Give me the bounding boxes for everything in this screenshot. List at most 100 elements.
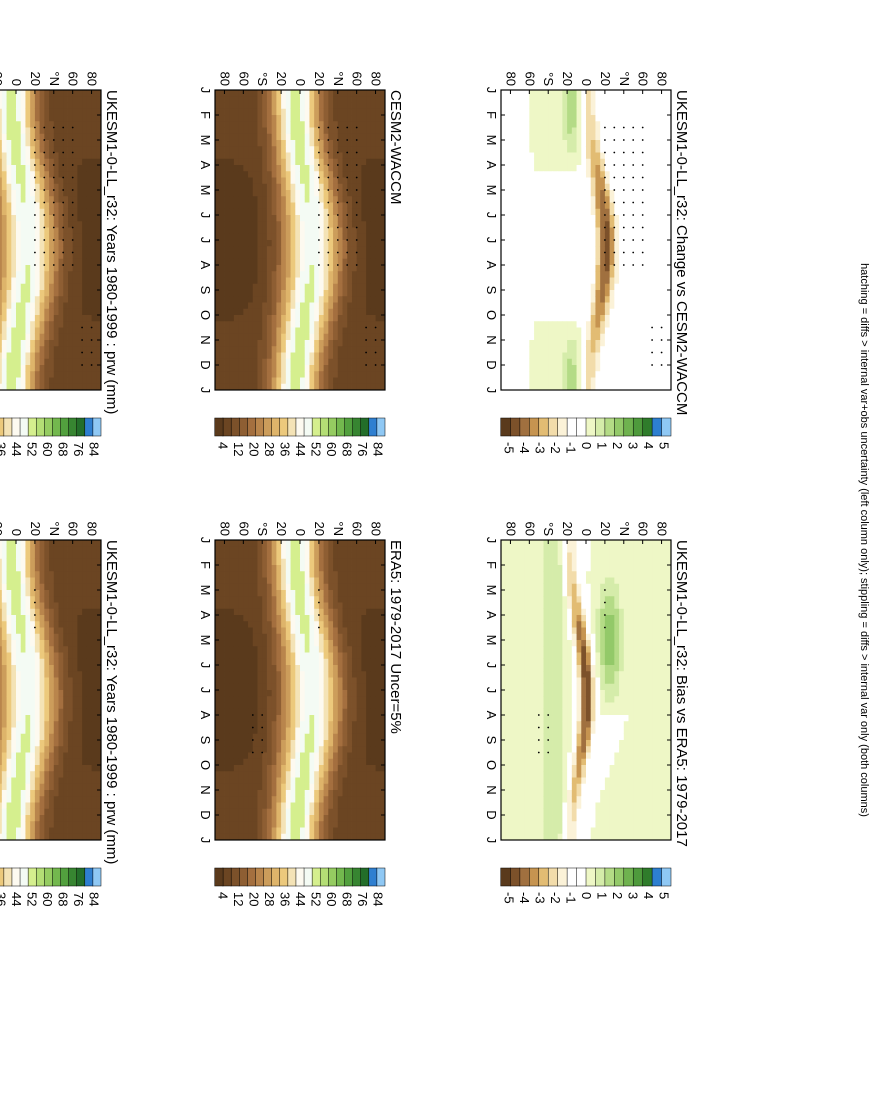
- heatmap-cell: [53, 352, 59, 360]
- stipple-dot: [62, 201, 65, 204]
- heatmap-cell: [0, 233, 2, 241]
- heatmap-cell: [275, 652, 282, 660]
- heatmap-cell: [67, 102, 73, 110]
- heatmap-cell: [34, 383, 40, 391]
- heatmap-cell: [224, 721, 230, 728]
- heatmap-cell: [228, 746, 234, 753]
- heatmap-cell: [91, 346, 97, 353]
- heatmap-cell: [224, 746, 230, 753]
- heatmap-cell: [275, 677, 282, 685]
- heatmap-cell: [351, 627, 357, 635]
- heatmap-cell: [228, 608, 234, 616]
- heatmap-cell: [242, 577, 249, 585]
- heatmap-cell: [67, 196, 73, 203]
- heatmap-cell: [48, 833, 54, 841]
- heatmap-cell: [275, 665, 282, 672]
- heatmap-cell: [86, 546, 92, 553]
- heatmap-cell: [275, 583, 282, 591]
- heatmap-cell: [34, 240, 40, 247]
- heatmap-cell: [351, 746, 357, 753]
- heatmap-cell: [20, 340, 26, 347]
- heatmap-cell: [67, 652, 73, 660]
- heatmap-cell: [67, 152, 73, 160]
- heatmap-cell: [15, 165, 21, 172]
- heatmap-cell: [81, 321, 87, 328]
- stipple-dot: [71, 176, 74, 179]
- heatmap-cell: [346, 708, 352, 716]
- heatmap-cell: [39, 690, 45, 697]
- heatmap-cell: [233, 715, 239, 722]
- heatmap-cell: [238, 746, 244, 753]
- colorbar-label: 68: [55, 442, 70, 456]
- heatmap-cell: [365, 758, 371, 766]
- heatmap-cell: [62, 615, 68, 622]
- stipple-dot: [52, 201, 55, 204]
- heatmap-cell: [34, 215, 40, 222]
- heatmap-cell: [271, 608, 277, 616]
- heatmap-cell: [91, 577, 97, 585]
- heatmap-cell: [342, 565, 348, 572]
- heatmap-cell: [247, 652, 253, 660]
- heatmap-cell: [233, 690, 239, 697]
- heatmap-cell: [81, 815, 87, 822]
- heatmap-cell: [299, 608, 305, 616]
- heatmap-cell: [86, 133, 92, 141]
- heatmap-cell: [95, 377, 101, 385]
- heatmap-cell: [76, 165, 83, 172]
- heatmap-cell: [67, 727, 73, 735]
- heatmap-cell: [0, 715, 2, 722]
- heatmap-cell: [342, 571, 348, 578]
- heatmap-cell: [48, 371, 54, 378]
- heatmap-cell: [48, 102, 54, 110]
- heatmap-cell: [280, 740, 286, 747]
- heatmap-cell: [81, 658, 87, 666]
- colorbar-label: 60: [40, 442, 55, 456]
- heatmap-cell: [271, 627, 277, 635]
- heatmap-cell: [346, 615, 352, 622]
- heatmap-cell: [370, 715, 376, 722]
- heatmap-cell: [53, 583, 59, 591]
- heatmap-cell: [313, 546, 319, 553]
- heatmap-cell: [351, 665, 357, 672]
- heatmap-cell: [375, 621, 381, 628]
- heatmap-cell: [20, 652, 26, 660]
- heatmap-cell: [67, 640, 73, 647]
- heatmap-cell: [6, 721, 12, 728]
- heatmap-cell: [67, 790, 73, 797]
- heatmap-cell: [327, 552, 334, 560]
- heatmap-cell: [43, 790, 50, 797]
- heatmap-cell: [375, 658, 381, 666]
- heatmap-cell: [58, 308, 64, 316]
- heatmap-cell: [25, 152, 31, 160]
- heatmap-cell: [360, 621, 367, 628]
- heatmap-cell: [318, 671, 324, 678]
- y-tick-label: 20: [28, 72, 43, 86]
- heatmap-cell: [67, 296, 73, 303]
- heatmap-cell: [48, 808, 54, 816]
- heatmap-cell: [39, 558, 45, 566]
- heatmap-cell: [86, 315, 92, 322]
- heatmap-cell: [233, 552, 239, 560]
- heatmap-cell: [304, 690, 310, 697]
- heatmap-cell: [53, 740, 59, 747]
- heatmap-cell: [62, 127, 68, 135]
- heatmap-cell: [266, 546, 272, 553]
- heatmap-cell: [1, 115, 7, 122]
- heatmap-cell: [86, 690, 92, 697]
- heatmap-cell: [48, 608, 54, 616]
- heatmap-cell: [1, 146, 7, 153]
- heatmap-cell: [58, 302, 64, 310]
- heatmap-cell: [351, 683, 357, 691]
- heatmap-cell: [15, 627, 21, 635]
- heatmap-cell: [95, 790, 101, 797]
- heatmap-cell: [67, 352, 73, 360]
- heatmap-cell: [72, 683, 78, 691]
- heatmap-cell: [299, 565, 305, 572]
- heatmap-cell: [238, 540, 244, 547]
- heatmap-cell: [356, 752, 362, 760]
- heatmap-cell: [43, 696, 50, 703]
- heatmap-cell: [39, 827, 45, 835]
- heatmap-cell: [10, 358, 16, 366]
- heatmap-cell: [25, 758, 31, 766]
- heatmap-cell: [285, 565, 291, 572]
